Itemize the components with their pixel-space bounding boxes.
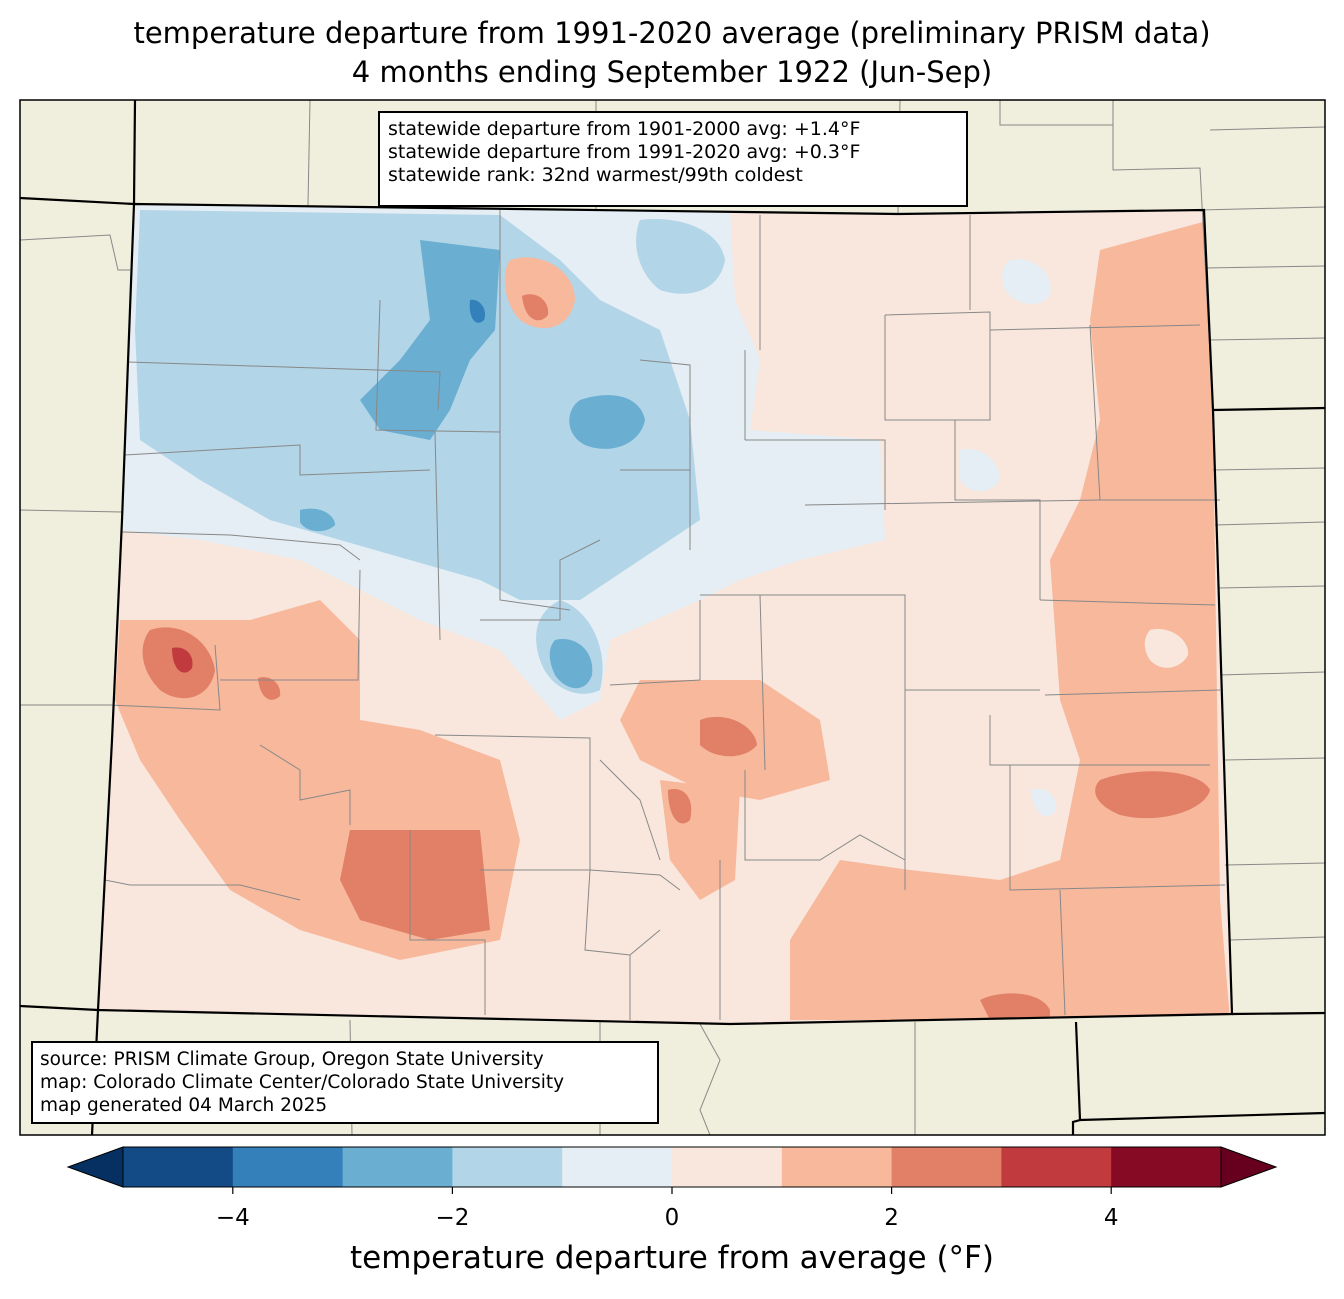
source-line-2: map: Colorado Climate Center/Colorado St… xyxy=(40,1072,565,1093)
colorbar xyxy=(66,1146,1278,1194)
anomaly-near-zero-se xyxy=(1030,788,1057,817)
map-area xyxy=(20,100,1325,1135)
colorbar-bin xyxy=(781,1147,893,1187)
anomaly-minus-2-to-3-c xyxy=(549,639,593,689)
colorbar-bin xyxy=(452,1147,563,1187)
anomaly-plus-1-to-2-east xyxy=(790,220,1230,1020)
neighbor-county-boundaries xyxy=(20,100,1325,1135)
anomaly-minus-2-to-3-b xyxy=(569,395,645,449)
anomaly-minus-2-to-3-d xyxy=(300,508,335,532)
stats-line-2: statewide departure from 1991-2020 avg: … xyxy=(388,141,861,163)
stats-line-3: statewide rank: 32nd warmest/99th coldes… xyxy=(388,164,803,186)
anomaly-near-zero-ne xyxy=(1002,259,1051,305)
stats-line-1: statewide departure from 1901-2000 avg: … xyxy=(388,118,861,140)
state-boundaries xyxy=(20,100,1325,1135)
anomaly-minus-1-to-2-c xyxy=(636,219,725,294)
source-line-1: source: PRISM Climate Group, Oregon Stat… xyxy=(40,1049,544,1070)
county-boundaries xyxy=(104,210,1226,1020)
colorbar-tick-label: 4 xyxy=(1103,1205,1119,1231)
anomaly-near-zero-ne-b xyxy=(960,449,1000,492)
colorbar-tick-label: 2 xyxy=(884,1205,899,1231)
colorbar-bin xyxy=(232,1147,344,1187)
anomaly-plus-3-to-4-sw xyxy=(172,647,193,673)
map-title-line2: 4 months ending September 1922 (Jun-Sep) xyxy=(351,55,993,89)
source-line-3: map generated 04 March 2025 xyxy=(40,1095,328,1116)
colorado-anomaly-field xyxy=(98,204,1232,1024)
map-frame xyxy=(19,99,1326,1136)
anomaly-plus-2-to-3-north xyxy=(522,294,549,321)
map-title-line1: temperature departure from 1991-2020 ave… xyxy=(133,16,1211,50)
anomaly-plus-2-to-3-east xyxy=(1095,771,1210,819)
colorbar-bin xyxy=(1111,1147,1222,1187)
anomaly-plus-2-to-3-spot xyxy=(258,677,281,700)
statewide-stats-box: statewide departure from 1901-2000 avg: … xyxy=(378,111,968,207)
colorbar-tick-label: 0 xyxy=(664,1205,680,1231)
colorbar-label: temperature departure from average (°F) xyxy=(350,1240,994,1276)
colorbar-bin xyxy=(1001,1147,1112,1187)
colorbar-bin xyxy=(562,1147,673,1187)
colorbar-under-arrow xyxy=(66,1146,124,1188)
colorbar-bin xyxy=(123,1147,234,1187)
colorbar-bin xyxy=(342,1147,453,1187)
anomaly-minus-2-to-3 xyxy=(360,240,500,440)
colorbar-over-arrow xyxy=(1220,1146,1278,1188)
anomaly-plus-1-to-2-north xyxy=(504,257,575,329)
colorbar-tick-label: −2 xyxy=(435,1205,470,1231)
anomaly-plus-2-to-3-central xyxy=(700,716,757,757)
colorbar-tick-label: −4 xyxy=(215,1205,250,1231)
anomaly-plus-2-to-3-san-juans xyxy=(340,830,490,940)
anomaly-plus-2-to-3-se xyxy=(980,993,1050,1020)
colorbar-bin xyxy=(672,1147,783,1187)
anomaly-plus-2-to-3-central-b xyxy=(668,789,692,824)
source-credit-box: source: PRISM Climate Group, Oregon Stat… xyxy=(31,1041,659,1124)
anomaly-minus-3-to-4 xyxy=(469,299,486,323)
anomaly-near-zero-warm-spot xyxy=(1144,629,1189,668)
colorbar-bin xyxy=(891,1147,1002,1187)
